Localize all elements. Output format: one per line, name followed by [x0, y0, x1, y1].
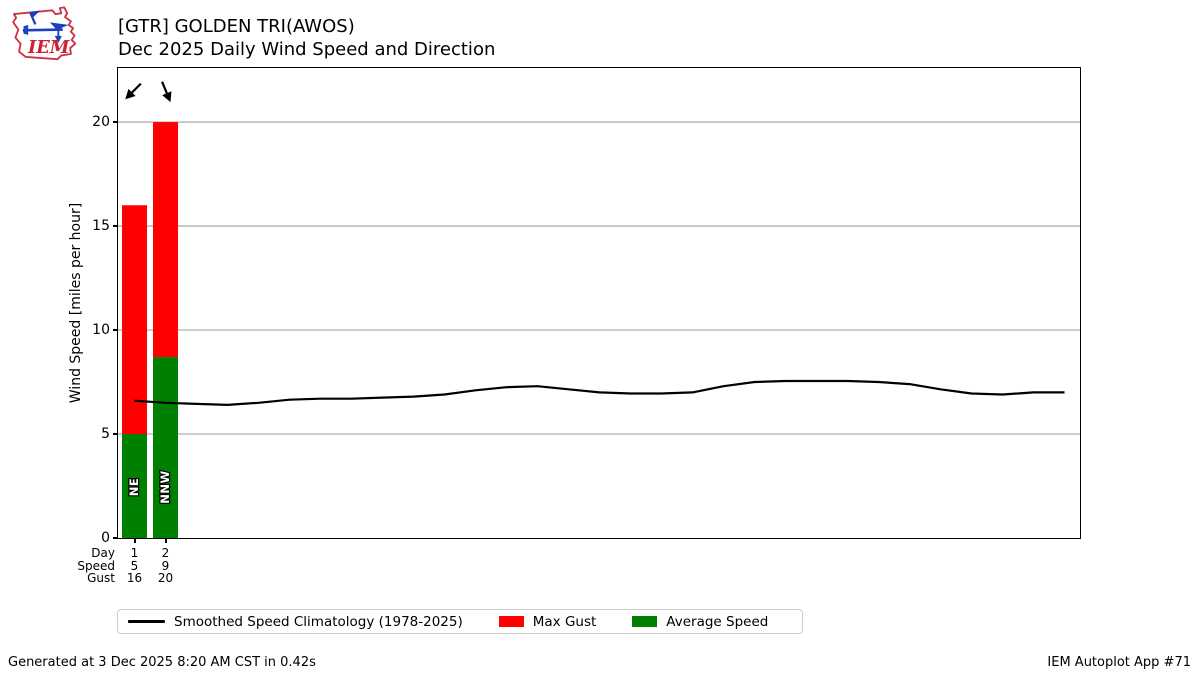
y-tick-mark — [113, 537, 117, 539]
iowa-outline-icon: IEM — [12, 6, 77, 61]
x-axis-row-value: 16 — [126, 571, 143, 585]
average-speed-bar — [153, 357, 178, 538]
wind-direction-label: NNW — [158, 470, 172, 503]
x-axis-row-value: 2 — [161, 546, 170, 560]
wind-direction-arrow-icon — [125, 82, 142, 100]
legend: Smoothed Speed Climatology (1978-2025) Ma… — [117, 609, 803, 634]
y-tick-label: 10 — [92, 322, 110, 339]
climatology-line — [134, 379, 1065, 406]
legend-line-swatch — [128, 620, 165, 623]
legend-item: Average Speed — [632, 614, 768, 630]
generated-timestamp: Generated at 3 Dec 2025 8:20 AM CST in 0… — [8, 655, 316, 670]
x-axis-row-value: 20 — [157, 571, 174, 585]
x-tick-mark — [164, 539, 167, 543]
y-tick-label: 15 — [92, 218, 110, 235]
y-tick-label: 0 — [101, 530, 110, 546]
legend-item: Max Gust — [498, 613, 597, 630]
x-axis-row-value: 1 — [130, 546, 139, 560]
y-tick-label: 5 — [101, 426, 110, 443]
max-gust-bar — [153, 122, 178, 358]
plot-area: NE NNW — [117, 67, 1081, 539]
station-title: [GTR] GOLDEN TRI(AWOS) — [118, 16, 355, 37]
wind-vane-icon — [22, 10, 69, 43]
y-tick-mark — [113, 329, 117, 332]
y-tick-mark — [113, 433, 117, 436]
x-axis-row-value: 5 — [130, 558, 139, 573]
x-axis-row-header: Gust — [87, 571, 115, 585]
legend-label: Average Speed — [666, 613, 769, 630]
plot-subtitle: Dec 2025 Daily Wind Speed and Direction — [118, 39, 496, 60]
y-tick-mark — [113, 225, 117, 228]
legend-color-swatch — [632, 616, 658, 627]
wind-direction-arrow-icon — [161, 81, 172, 103]
x-axis-row-header: Day — [91, 546, 115, 560]
wind-chart: NE NNW — [118, 81, 1080, 538]
x-tick-mark — [133, 539, 136, 543]
logo-text: IEM — [27, 37, 71, 58]
app-credit: IEM Autoplot App #71 — [1047, 655, 1191, 670]
y-tick-label: 20 — [92, 114, 110, 131]
max-gust-bar — [122, 205, 147, 435]
average-speed-bar — [122, 434, 147, 538]
y-tick-mark — [113, 121, 117, 124]
iem-logo: IEM — [8, 5, 82, 63]
x-axis-row-value: 9 — [161, 558, 170, 573]
legend-label: Smoothed Speed Climatology (1978-2025) — [174, 613, 463, 630]
x-axis-row-header: Speed — [77, 558, 115, 573]
legend-color-swatch — [498, 616, 524, 627]
legend-item: Smoothed Speed Climatology (1978-2025) — [128, 614, 463, 630]
title-block: [GTR] GOLDEN TRI(AWOS) Dec 2025 Daily Wi… — [118, 15, 495, 61]
legend-label: Max Gust — [532, 613, 597, 630]
wind-direction-label: NE — [127, 478, 141, 496]
